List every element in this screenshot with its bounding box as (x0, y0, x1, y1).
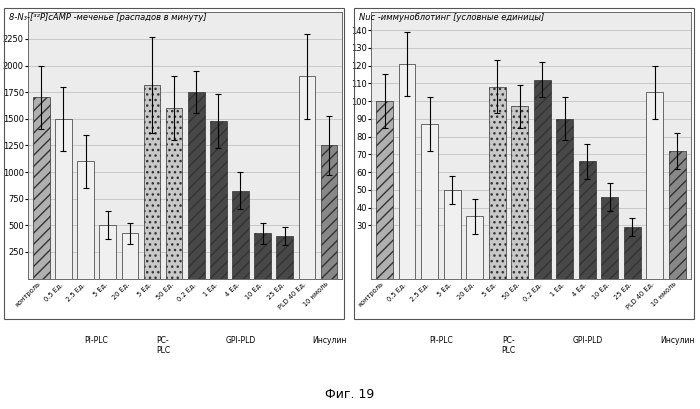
Text: 20 Ед.: 20 Ед. (111, 281, 130, 300)
Text: PC-
PLC: PC- PLC (501, 336, 515, 355)
Bar (376, 101, 393, 279)
Bar (601, 197, 618, 279)
Text: 5 Ед.: 5 Ед. (91, 281, 108, 297)
Bar (421, 124, 438, 279)
Text: 0.2 Ед.: 0.2 Ед. (176, 281, 196, 301)
Bar (398, 64, 416, 279)
Text: 10 Ед.: 10 Ед. (591, 281, 610, 300)
Bar (299, 76, 315, 279)
Text: GPI-PLD: GPI-PLD (572, 336, 603, 345)
Text: 25 Ед.: 25 Ед. (265, 281, 285, 300)
Text: 2.5 Ед.: 2.5 Ед. (64, 281, 85, 301)
Bar (77, 162, 94, 279)
Text: 1 Ед.: 1 Ед. (549, 281, 565, 297)
Bar (556, 119, 573, 279)
Text: контроль: контроль (14, 281, 41, 308)
Text: 5 Ед.: 5 Ед. (481, 281, 497, 297)
Text: контроль: контроль (357, 281, 384, 308)
Bar (579, 162, 596, 279)
Bar (33, 97, 50, 279)
Bar (144, 85, 160, 279)
Bar (55, 119, 71, 279)
Text: PI-PLC: PI-PLC (85, 336, 108, 345)
Text: 10 нмоль: 10 нмоль (302, 281, 329, 308)
Bar (466, 216, 483, 279)
Text: 10 нмоль: 10 нмоль (650, 281, 678, 308)
Bar (99, 225, 116, 279)
Bar (166, 108, 183, 279)
Bar (646, 92, 664, 279)
Bar (511, 106, 528, 279)
Text: 4 Ед.: 4 Ед. (224, 281, 241, 297)
Text: 0.5 Ед.: 0.5 Ед. (386, 281, 407, 301)
Bar (276, 236, 293, 279)
Bar (232, 191, 248, 279)
Text: PLD 40 Ед.: PLD 40 Ед. (277, 281, 307, 310)
Text: 25 Ед.: 25 Ед. (613, 281, 632, 300)
Bar (210, 121, 227, 279)
Bar (489, 87, 505, 279)
Text: Фиг. 19: Фиг. 19 (326, 388, 374, 401)
Bar (122, 233, 138, 279)
Bar (321, 146, 337, 279)
Bar (624, 227, 641, 279)
Text: 5 Ед.: 5 Ед. (435, 281, 452, 297)
Text: PC-
PLC: PC- PLC (156, 336, 170, 355)
Text: 4 Ед.: 4 Ед. (571, 281, 587, 297)
Text: PLD 40 Ед.: PLD 40 Ед. (625, 281, 655, 310)
Bar (254, 233, 271, 279)
Text: Инсулин: Инсулин (312, 336, 346, 345)
Bar (188, 92, 204, 279)
Text: Инсулин: Инсулин (660, 336, 694, 345)
Bar (669, 151, 686, 279)
Text: Nuc -иммуноблотинг [условные единицы]: Nuc -иммуноблотинг [условные единицы] (359, 13, 545, 22)
Text: 5 Ед.: 5 Ед. (136, 281, 152, 297)
Text: 0.2 Ед.: 0.2 Ед. (522, 281, 542, 301)
Text: 10 Ед.: 10 Ед. (244, 281, 262, 300)
Bar (444, 190, 461, 279)
Text: 1 Ед.: 1 Ед. (202, 281, 218, 297)
Text: GPI-PLD: GPI-PLD (225, 336, 256, 345)
Text: PI-PLC: PI-PLC (429, 336, 453, 345)
Bar (534, 80, 551, 279)
Text: 20 Ед.: 20 Ед. (455, 281, 475, 300)
Text: 0.5 Ед.: 0.5 Ед. (43, 281, 64, 301)
Text: 50 Ед.: 50 Ед. (500, 281, 519, 300)
Text: 2.5 Ед.: 2.5 Ед. (409, 281, 430, 301)
Text: 8-N₃-[³²P]cAMP -меченье [распадов в минуту]: 8-N₃-[³²P]cAMP -меченье [распадов в мину… (9, 13, 206, 22)
Text: 50 Ед.: 50 Ед. (155, 281, 174, 300)
